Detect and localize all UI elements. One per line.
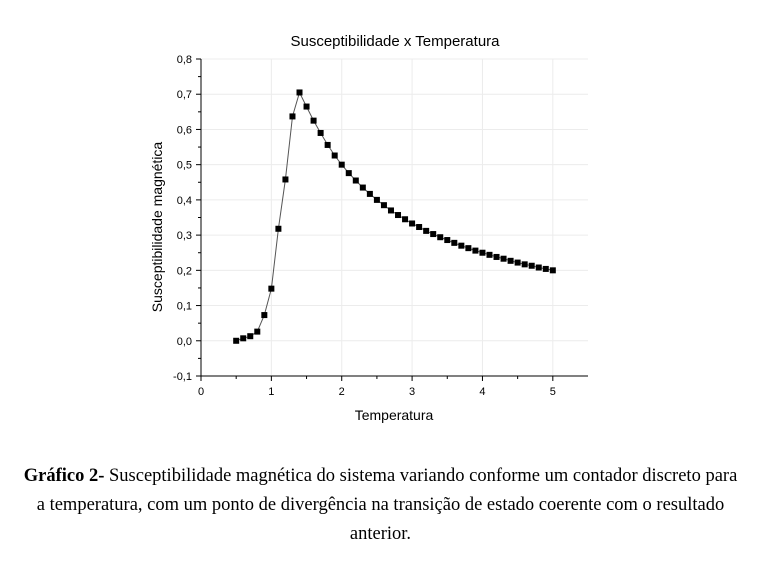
- data-point: [395, 212, 402, 219]
- data-point: [254, 328, 261, 335]
- data-point: [282, 176, 289, 183]
- data-point: [233, 337, 240, 344]
- y-tick-label: -0,1: [173, 371, 192, 383]
- data-point: [507, 257, 514, 264]
- data-point: [345, 170, 352, 177]
- data-point: [352, 177, 359, 184]
- y-tick-label: 0,0: [177, 336, 192, 348]
- y-tick-label: 0,3: [177, 230, 192, 242]
- data-point: [444, 237, 451, 244]
- data-point: [486, 251, 493, 258]
- x-tick-label: 5: [550, 386, 556, 398]
- y-tick-label: 0,5: [177, 160, 192, 172]
- data-markers: [233, 89, 556, 344]
- data-point: [317, 129, 324, 136]
- data-point: [465, 245, 472, 252]
- data-point: [409, 220, 416, 227]
- data-point: [324, 141, 331, 148]
- data-point: [289, 113, 296, 120]
- data-point: [423, 227, 430, 234]
- data-point: [296, 89, 303, 96]
- data-point: [542, 265, 549, 272]
- data-point: [387, 207, 394, 214]
- y-axis-label: Susceptibilidade magnética: [149, 142, 165, 313]
- caption-label: Gráfico 2-: [23, 466, 105, 486]
- chart: Susceptibilidade x Temperatura 0 1 2 3 4 5 -0,…: [149, 33, 588, 423]
- data-point: [528, 262, 535, 269]
- data-point: [521, 261, 528, 268]
- data-point: [437, 234, 444, 241]
- data-point: [549, 267, 556, 274]
- ticks: 0 1 2 3 4 5 -0,1 0,0 0,1 0,2 0,3 0,4 0,5 0,6 0,7 0,8: [173, 54, 556, 398]
- series-line: [236, 91, 553, 342]
- x-tick-label: 4: [479, 386, 485, 398]
- data-point: [472, 247, 479, 254]
- y-tick-label: 0,7: [177, 89, 192, 101]
- data-point: [310, 117, 317, 124]
- data-point: [338, 161, 345, 168]
- data-point: [247, 333, 254, 340]
- x-tick-label: 0: [198, 386, 204, 398]
- data-point: [275, 225, 282, 232]
- data-point: [451, 239, 458, 246]
- data-point: [458, 242, 465, 249]
- chart-title: Susceptibilidade x Temperatura: [290, 33, 500, 50]
- x-tick-label: 1: [268, 386, 274, 398]
- data-point: [261, 312, 268, 319]
- data-point: [430, 231, 437, 238]
- grid: [201, 58, 588, 376]
- data-point: [359, 184, 366, 191]
- y-tick-label: 0,1: [177, 301, 192, 313]
- data-point: [366, 190, 373, 197]
- data-point: [373, 196, 380, 203]
- data-point: [416, 224, 423, 231]
- data-point: [380, 202, 387, 209]
- x-axis-label: Temperatura: [355, 407, 434, 423]
- y-tick-label: 0,8: [177, 54, 192, 66]
- data-point: [500, 255, 507, 262]
- data-point: [331, 152, 338, 159]
- data-point: [402, 216, 409, 223]
- y-tick-label: 0,2: [177, 265, 192, 277]
- caption-text: Susceptibilidade magnética do sistema va…: [36, 466, 738, 544]
- figure-caption: Gráfico 2- Susceptibilidade magnética do…: [20, 462, 741, 549]
- x-tick-label: 2: [339, 386, 345, 398]
- data-point: [479, 249, 486, 256]
- data-point: [240, 335, 247, 342]
- data-point: [268, 285, 275, 292]
- y-tick-label: 0,6: [177, 124, 192, 136]
- y-tick-label: 0,4: [177, 195, 192, 207]
- data-point: [514, 259, 521, 266]
- data-point: [535, 264, 542, 271]
- data-point: [493, 253, 500, 260]
- data-point: [303, 103, 310, 110]
- x-tick-label: 3: [409, 386, 415, 398]
